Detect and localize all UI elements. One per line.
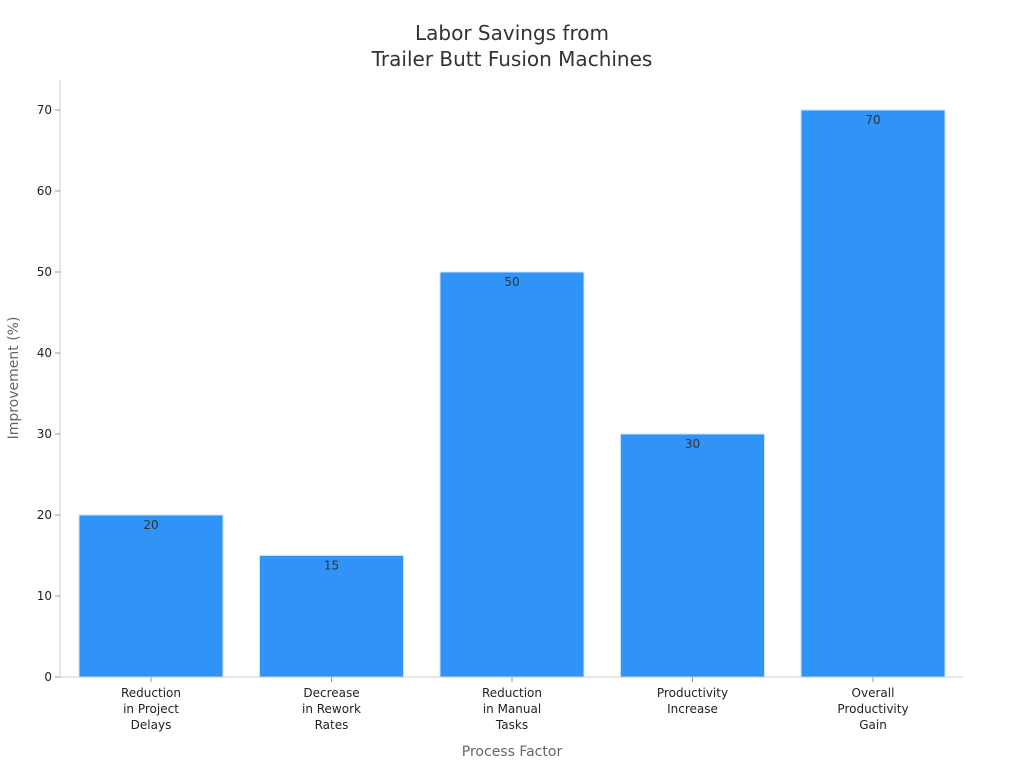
y-tick-label-20: 20 — [37, 508, 52, 522]
x-axis-label: Process Factor — [462, 744, 563, 760]
y-tick-label-50: 50 — [37, 265, 52, 279]
bars-layer: 20 15 50 30 70 — [78, 109, 946, 678]
chart-title-line-2: Trailer Butt Fusion Machines — [371, 47, 653, 71]
value-label-1: 20 — [143, 518, 158, 532]
x-tick-label-4: Productivity Increase — [657, 686, 728, 716]
axes-layer: Reduction in Project Delays Decrease in Rewo… — [37, 80, 963, 732]
value-label-4: 30 — [685, 437, 700, 451]
y-tick-label-0: 0 — [44, 670, 52, 684]
value-label-2: 15 — [324, 559, 339, 573]
bar-1 — [78, 514, 224, 678]
x-tick-label-3: Reduction in Manual Tasks — [482, 686, 542, 732]
y-tick-label-70: 70 — [37, 103, 52, 117]
x-tick-label-5: Overall Productivity Gain — [837, 686, 908, 732]
value-label-3: 50 — [504, 275, 519, 289]
x-tick-label-1: Reduction in Project Delays — [121, 686, 181, 732]
chart-title-line-1: Labor Savings from — [415, 21, 609, 45]
y-tick-label-60: 60 — [37, 184, 52, 198]
bar-4 — [620, 433, 765, 678]
y-axis-label: Improvement (%) — [6, 317, 22, 440]
value-label-5: 70 — [865, 113, 880, 127]
bar-5 — [800, 109, 946, 678]
y-tick-label-40: 40 — [37, 346, 52, 360]
y-tick-label-10: 10 — [37, 589, 52, 603]
y-tick-label-30: 30 — [37, 427, 52, 441]
bar-2 — [259, 555, 404, 678]
x-tick-label-2: Decrease in Rework Rates — [302, 686, 361, 732]
bar-3 — [439, 271, 585, 678]
